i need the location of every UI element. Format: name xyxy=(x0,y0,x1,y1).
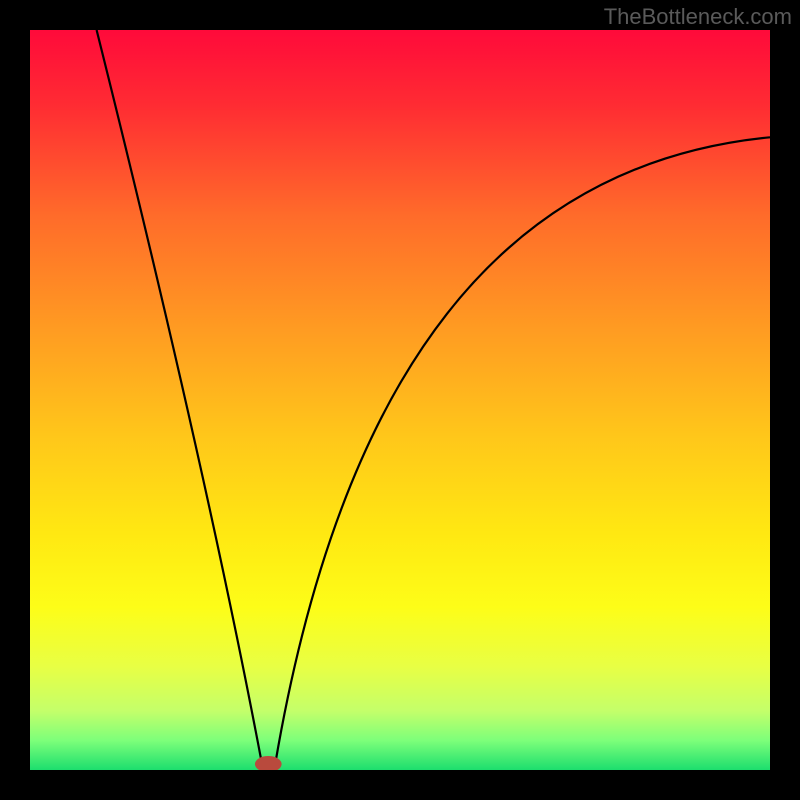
bottleneck-marker xyxy=(255,756,282,772)
chart-frame xyxy=(0,0,30,800)
chart-frame xyxy=(0,770,800,800)
watermark-text: TheBottleneck.com xyxy=(604,4,792,30)
plot-background xyxy=(30,30,770,770)
bottleneck-chart xyxy=(0,0,800,800)
chart-frame xyxy=(770,0,800,800)
chart-container: TheBottleneck.com xyxy=(0,0,800,800)
